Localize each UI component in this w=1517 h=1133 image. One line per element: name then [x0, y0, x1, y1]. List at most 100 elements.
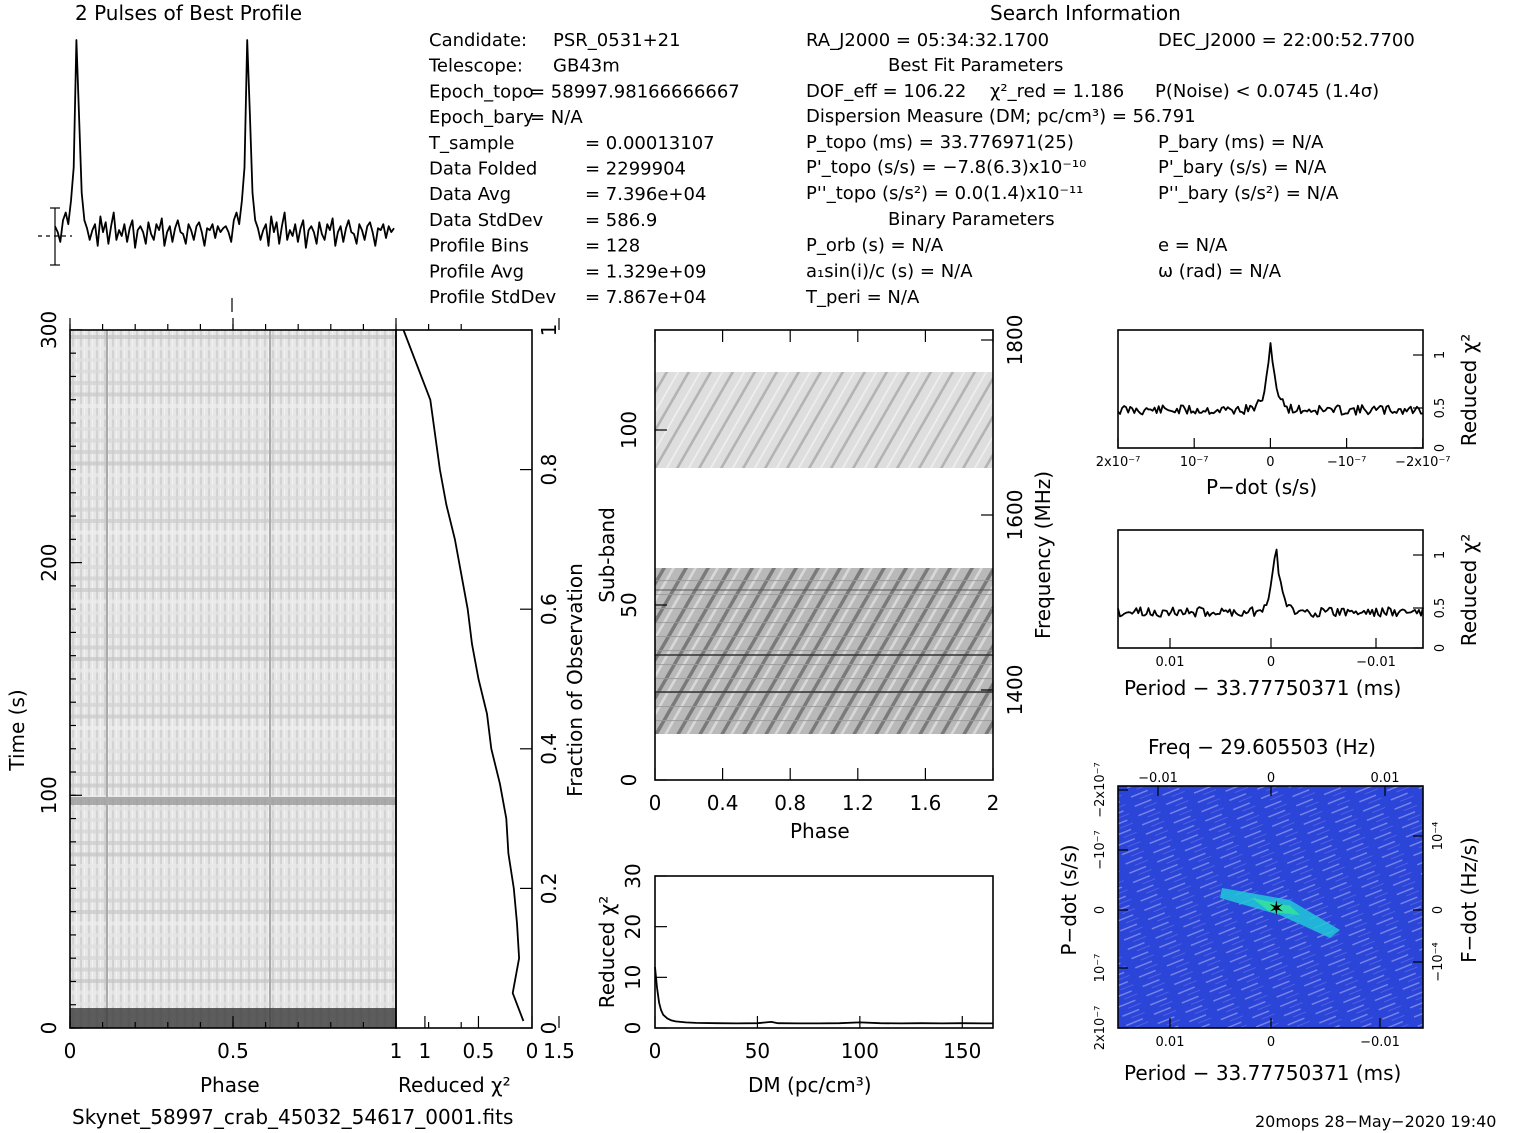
tperi-value: T_peri = N/A [805, 287, 920, 308]
pbary-value: P_bary (ms) = N/A [1158, 132, 1324, 153]
pdot-xlabel: P−dot (s/s) [1206, 475, 1317, 499]
ptopo-value: P_topo (ms) = 33.776971(25) [806, 132, 1074, 153]
dm-ytick: 0 [621, 1022, 645, 1035]
chi-time-ytick: 0.6 [537, 593, 561, 625]
ppdot-ytick: 10⁻⁷ [1093, 954, 1108, 983]
info-label: Data Avg [429, 184, 511, 205]
period-ytick: 0.5 [1433, 598, 1448, 619]
info-value: = 128 [585, 236, 640, 257]
footer-filename: Skynet_58997_crab_45032_54617_0001.fits [72, 1105, 513, 1129]
pdtopo-value: P'_topo (s/s) = −7.8(6.3)x10⁻¹⁰ [806, 157, 1086, 178]
ppdot-panel: ✶ −0.01 0 0.01 0.01 0 −0.01 2x10⁻⁷ 10⁻⁷ 0 −10⁻⁷ −2… [1057, 735, 1481, 1085]
period-curve [1117, 548, 1424, 618]
info-value: PSR_0531+21 [553, 30, 681, 51]
chi-time-xtick: 1 [419, 1039, 432, 1063]
subband-y2tick: 1400 [1003, 665, 1027, 716]
dm-curve [654, 967, 993, 1025]
profile-curve [54, 39, 395, 249]
dm-ylabel: Reduced χ² [595, 896, 619, 1009]
time-phase-ylabel: Time (s) [5, 689, 29, 771]
dm-ytick: 30 [621, 863, 645, 888]
pdot-xtick: 0 [1266, 455, 1274, 470]
info-value: = 7.867e+04 [585, 287, 706, 308]
info-value: = 58997.98166666667 [530, 81, 740, 102]
info-value: = 586.9 [585, 210, 657, 231]
pdot-curve [1117, 342, 1424, 416]
pdot-xtick: −10⁻⁷ [1327, 455, 1367, 470]
pddtopo-value: P''_topo (s/s²) = 0.0(1.4)x10⁻¹¹ [806, 183, 1083, 204]
subband-panel: 0 0.4 0.8 1.2 1.6 2 0 50 100 1400 1600 1800 Phase S… [595, 315, 1055, 843]
ppdot-toptick: −0.01 [1138, 771, 1178, 786]
candidate-info: Candidate: PSR_0531+21 Telescope: GB43m Epoc… [428, 30, 740, 308]
dof-value: DOF_eff = 106.22 [806, 81, 966, 102]
ppdot-toplabel: Freq − 29.605503 (Hz) [1148, 735, 1376, 759]
pdot-xtick: −2x10⁻⁷ [1395, 455, 1450, 470]
dm-ytick: 20 [621, 914, 645, 939]
pdbary-value: P'_bary (s/s) = N/A [1158, 157, 1327, 178]
chi-time-panel: 1 0.5 0 0 0.2 0.4 0.6 0.8 1 Reduced χ² Fraction … [395, 324, 587, 1097]
ppdot-toptick: 0 [1267, 771, 1275, 786]
omega-value: ω (rad) = N/A [1158, 261, 1282, 282]
pdot-ylabel: Reduced χ² [1457, 334, 1481, 447]
time-phase-ytick: 0 [37, 1022, 61, 1035]
chi-time-curve [402, 329, 525, 1022]
ecc-value: e = N/A [1158, 235, 1228, 256]
search-info-title: Search Information [990, 1, 1181, 25]
chi-time-ytick: 0.4 [537, 733, 561, 765]
info-value: = N/A [530, 107, 583, 128]
time-phase-ytick: 200 [37, 544, 61, 582]
subband-image-low [655, 568, 993, 734]
chi2-value: χ²_red = 1.186 [990, 81, 1124, 102]
subband-ylabel: Sub-band [595, 507, 619, 603]
profile-title: 2 Pulses of Best Profile [75, 1, 302, 25]
time-phase-xtick: 0 [64, 1039, 77, 1063]
chi-time-ytick: 0.2 [537, 872, 561, 904]
pdot-ytick: 0 [1433, 444, 1448, 452]
info-label: Candidate: [429, 30, 527, 51]
period-ytick: 1 [1433, 551, 1448, 559]
pnoise-value: P(Noise) < 0.0745 (1.4σ) [1155, 81, 1379, 102]
pdot-xtick: 2x10⁻⁷ [1096, 455, 1141, 470]
search-info: Search Information RA_J2000 = 05:34:32.1… [805, 1, 1415, 308]
chi-time-xtick: 0 [526, 1039, 539, 1063]
best-fit-title: Best Fit Parameters [888, 55, 1063, 76]
time-phase-ytick: 300 [37, 311, 61, 349]
info-label: Profile Avg [429, 261, 524, 282]
subband-image-high [655, 372, 993, 468]
info-value: = 1.329e+09 [585, 261, 706, 282]
subband-y2label: Frequency (MHz) [1031, 471, 1055, 639]
subband-ytick: 100 [617, 411, 641, 449]
subband-xtick: 1.6 [909, 791, 941, 815]
chi-time-ytick: 0 [537, 1022, 561, 1035]
subband-ytick: 50 [617, 592, 641, 617]
a1sini-value: a₁sin(i)/c (s) = N/A [806, 261, 973, 282]
dec-value: DEC_J2000 = 22:00:52.7700 [1158, 30, 1415, 51]
chi-time-ytick: 0.8 [537, 454, 561, 486]
pdot-xtick: 10⁻⁷ [1180, 455, 1209, 470]
ppdot-xlabel: Period − 33.77750371 (ms) [1124, 1061, 1401, 1085]
chi-time-ytick: 1 [537, 324, 561, 337]
chi-time-xlabel: Reduced χ² [398, 1073, 511, 1097]
dm-xlabel: DM (pc/cm³) [748, 1073, 872, 1097]
info-value: = 2299904 [585, 159, 686, 180]
ppdot-xtick: −0.01 [1360, 1035, 1400, 1050]
subband-xtick: 0.8 [774, 791, 806, 815]
ppdot-y2tick: 0 [1431, 906, 1446, 914]
period-panel: 0.01 0 −0.01 0 0.5 1 Period − 33.77750371 (ms… [1117, 529, 1481, 700]
ra-value: RA_J2000 = 05:34:32.1700 [806, 30, 1049, 51]
ppdot-xtick: 0 [1267, 1035, 1275, 1050]
info-label: Data Folded [429, 159, 537, 180]
info-label: Telescope: [428, 56, 523, 77]
svg-text:✶: ✶ [1268, 896, 1285, 920]
period-xlabel: Period − 33.77750371 (ms) [1124, 676, 1401, 700]
info-label: Data StdDev [429, 210, 544, 231]
subband-xtick: 1.2 [842, 791, 874, 815]
profile-panel: 2 Pulses of Best Profile [38, 1, 395, 266]
info-value: = 7.396e+04 [585, 184, 706, 205]
dm-xtick: 150 [943, 1039, 981, 1063]
ppdot-ytick: −10⁻⁷ [1093, 830, 1108, 870]
time-phase-ytick: 100 [37, 776, 61, 814]
dm-xtick: 50 [745, 1039, 770, 1063]
ppdot-ytick: 2x10⁻⁷ [1093, 1006, 1108, 1051]
